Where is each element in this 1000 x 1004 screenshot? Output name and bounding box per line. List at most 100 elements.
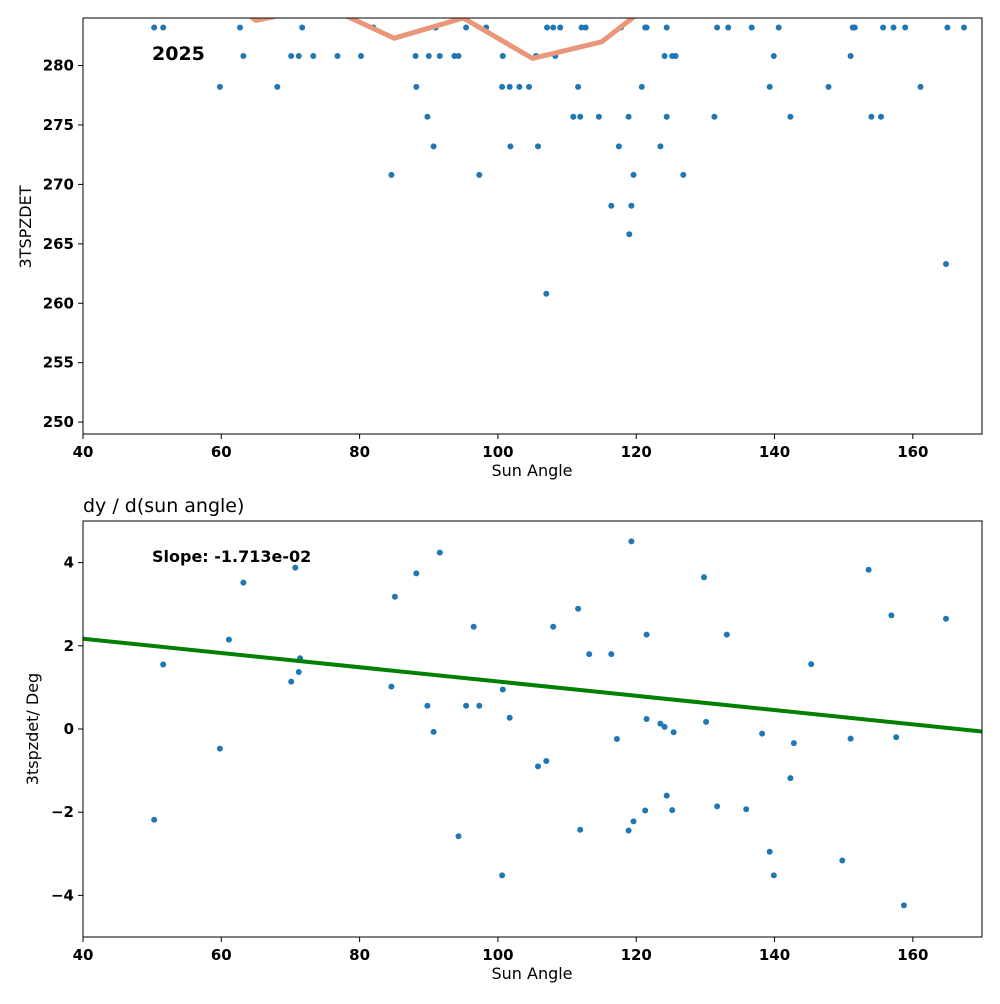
bottom-scatter-points (151, 538, 949, 909)
bottom-data-point (888, 612, 895, 619)
top-data-point (413, 83, 420, 90)
top-data-point (748, 24, 755, 31)
bottom-x-tick-label: 140 (759, 946, 790, 964)
top-data-point (463, 24, 470, 31)
top-data-point (725, 24, 732, 31)
top-data-point (499, 83, 506, 90)
top-data-point (288, 53, 295, 59)
top-data-point (643, 24, 650, 31)
top-data-point (424, 113, 431, 120)
top-y-tick-label: 265 (43, 235, 74, 253)
top-data-point (917, 83, 924, 90)
top-data-point (216, 83, 223, 90)
top-data-point (657, 143, 664, 150)
bottom-x-tick-label: 80 (349, 946, 370, 964)
top-data-point (902, 24, 909, 31)
top-data-point (476, 171, 483, 178)
top-data-point (299, 24, 306, 31)
bottom-data-point (575, 605, 582, 612)
top-data-point (570, 113, 577, 120)
top-data-point (663, 24, 670, 31)
top-data-point (358, 53, 364, 59)
top-data-point (425, 53, 432, 59)
top-data-point (787, 113, 794, 120)
bottom-slope-annotation: Slope: -1.713e-02 (152, 547, 311, 566)
bottom-data-point (661, 723, 668, 730)
top-scatter-points (151, 24, 967, 297)
bottom-data-point (499, 872, 506, 879)
bottom-data-point (424, 702, 431, 709)
bottom-y-tick-label: −4 (51, 886, 74, 904)
bottom-data-point (669, 807, 676, 814)
top-x-tick-label: 120 (621, 443, 652, 461)
bottom-x-tick-label: 40 (73, 946, 94, 964)
top-data-point (412, 53, 419, 59)
top-data-point (436, 53, 443, 59)
bottom-data-point (613, 736, 620, 742)
top-data-point (711, 113, 718, 120)
top-x-tick-label: 60 (211, 443, 232, 461)
top-data-point (388, 171, 395, 178)
bottom-data-point (463, 702, 470, 709)
bottom-data-point (550, 623, 557, 630)
top-data-point (868, 113, 875, 120)
bottom-data-point (714, 803, 721, 810)
top-data-point (766, 83, 773, 90)
top-data-point (944, 24, 951, 31)
top-data-point (615, 143, 622, 150)
bottom-data-point (723, 631, 730, 638)
top-data-point (455, 53, 462, 59)
bottom-data-point (643, 716, 650, 722)
bottom-data-point (759, 730, 766, 737)
top-data-point (628, 202, 635, 209)
bottom-data-point (151, 816, 158, 823)
bottom-y-tick-label: −2 (51, 803, 74, 821)
bottom-data-point (430, 728, 437, 735)
top-data-point (961, 24, 967, 31)
top-y-tick-label: 280 (43, 57, 74, 75)
bottom-data-point (160, 661, 167, 668)
top-data-point (851, 24, 858, 31)
bottom-data-point (893, 734, 900, 741)
top-plot: 40 60 80 100 120 140 160 250 255 260 265 270 275 280… (16, 17, 983, 480)
bottom-x-axis-label: Sun Angle (491, 964, 572, 983)
bottom-data-point (670, 729, 677, 736)
bottom-y-tick-label: 4 (64, 554, 74, 572)
bottom-data-point (292, 564, 299, 571)
bottom-x-tick-label: 160 (897, 946, 928, 964)
top-x-tick-label: 100 (482, 443, 513, 461)
top-data-point (544, 24, 550, 31)
bottom-data-point (839, 857, 846, 864)
bottom-data-point (701, 574, 707, 581)
top-data-point (943, 261, 949, 267)
bottom-plot: dy / d(sun angle) 40 60 80 100 120 140 160 −4−… (23, 495, 983, 983)
top-y-tick-label: 250 (43, 413, 74, 431)
bottom-data-point (790, 740, 797, 747)
top-x-tick-label: 80 (349, 443, 370, 461)
top-data-point (672, 53, 679, 59)
bottom-data-point (295, 669, 302, 675)
top-data-point (878, 113, 884, 120)
bottom-data-point (766, 848, 773, 855)
top-data-point (160, 24, 167, 31)
top-data-point (499, 53, 506, 59)
bottom-data-point (847, 735, 854, 742)
bottom-data-point (657, 720, 664, 727)
bottom-x-tick-label: 100 (482, 946, 513, 964)
bottom-data-point (577, 826, 584, 833)
bottom-data-point (643, 631, 650, 638)
top-data-point (775, 24, 782, 31)
top-data-point (825, 83, 832, 90)
top-data-point (630, 171, 637, 178)
top-data-point (578, 24, 585, 31)
top-data-point (582, 24, 589, 31)
bottom-fit-line (83, 636, 982, 734)
bottom-data-point (499, 686, 506, 693)
top-data-point (625, 113, 632, 120)
bottom-data-point (943, 615, 949, 622)
top-data-point (240, 53, 247, 59)
top-data-point (543, 290, 550, 297)
bottom-data-point (391, 593, 398, 600)
bottom-x-tick-label: 120 (621, 946, 652, 964)
